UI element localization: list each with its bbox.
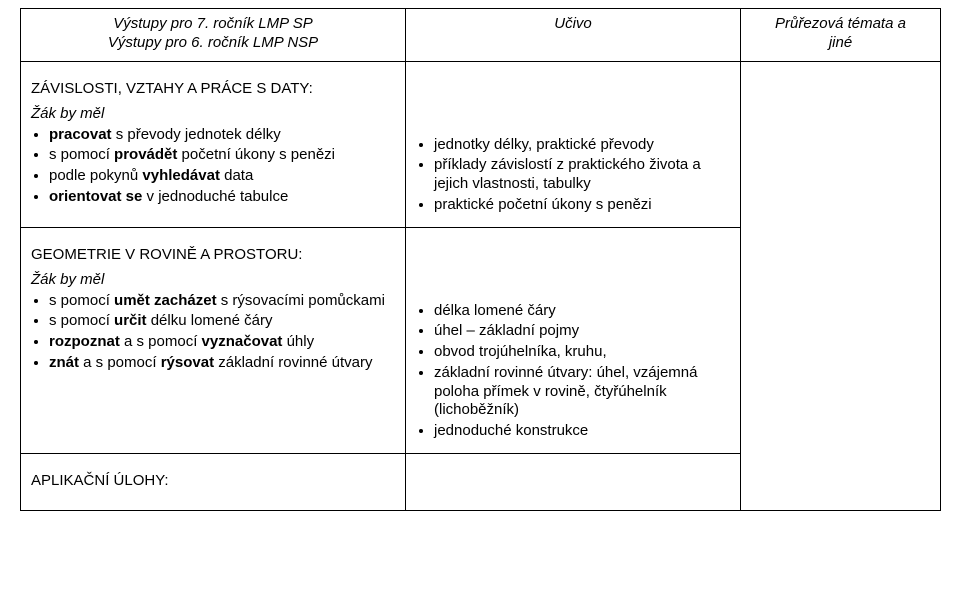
list-item: s pomocí provádět početní úkony s penězi	[49, 146, 395, 165]
student-label: Žák by měl	[31, 105, 395, 122]
list-item: znát a s pomocí rýsovat základní rovinné…	[49, 354, 395, 373]
header-outputs-line1: Výstupy pro 7. ročník LMP SP	[31, 15, 395, 34]
row1-left-cell: ZÁVISLOSTI, VZTAHY A PRÁCE S DATY: Žák b…	[21, 61, 406, 227]
list-item: délka lomené čáry	[434, 302, 730, 321]
row1-left-list: pracovat s převody jednotek délky s pomo…	[49, 126, 395, 207]
list-item: s pomocí umět zacházet s rýsovacími pomů…	[49, 292, 395, 311]
row1-mid-list: jednotky délky, praktické převody příkla…	[434, 136, 730, 215]
row2-mid-cell: délka lomené čáry úhel – základní pojmy …	[406, 227, 741, 453]
list-item: jednoduché konstrukce	[434, 422, 730, 441]
list-item: s pomocí určit délku lomené čáry	[49, 312, 395, 331]
list-item: pracovat s převody jednotek délky	[49, 126, 395, 145]
section-title-dependencies: ZÁVISLOSTI, VZTAHY A PRÁCE S DATY:	[31, 80, 395, 97]
list-item: základní rovinné útvary: úhel, vzájemná …	[434, 364, 730, 420]
themes-cell	[741, 61, 941, 510]
header-col-outputs: Výstupy pro 7. ročník LMP SP Výstupy pro…	[21, 9, 406, 62]
list-item: obvod trojúhelníka, kruhu,	[434, 343, 730, 362]
list-item: příklady závislostí z praktického života…	[434, 156, 730, 194]
curriculum-table: Výstupy pro 7. ročník LMP SP Výstupy pro…	[20, 8, 941, 511]
row1-mid-cell: jednotky délky, praktické převody příkla…	[406, 61, 741, 227]
header-col-themes: Průřezová témata a jiné	[741, 9, 941, 62]
header-themes-line1: Průřezová témata a	[751, 15, 930, 34]
header-ucivo: Učivo	[416, 15, 730, 34]
row2-left-cell: GEOMETRIE V ROVINĚ A PROSTORU: Žák by mě…	[21, 227, 406, 453]
list-item: orientovat se v jednoduché tabulce	[49, 188, 395, 207]
list-item: rozpoznat a s pomocí vyznačovat úhly	[49, 333, 395, 352]
list-item: úhel – základní pojmy	[434, 322, 730, 341]
row3-mid-cell	[406, 453, 741, 510]
header-col-ucivo: Učivo	[406, 9, 741, 62]
section-title-applications: APLIKAČNÍ ÚLOHY:	[31, 472, 395, 489]
section-title-geometry: GEOMETRIE V ROVINĚ A PROSTORU:	[31, 246, 395, 263]
row3-left-cell: APLIKAČNÍ ÚLOHY:	[21, 453, 406, 510]
list-item: praktické početní úkony s penězi	[434, 196, 730, 215]
row2-left-list: s pomocí umět zacházet s rýsovacími pomů…	[49, 292, 395, 373]
table-header-row: Výstupy pro 7. ročník LMP SP Výstupy pro…	[21, 9, 941, 62]
list-item: podle pokynů vyhledávat data	[49, 167, 395, 186]
header-outputs-line2: Výstupy pro 6. ročník LMP NSP	[31, 34, 395, 53]
student-label: Žák by měl	[31, 271, 395, 288]
row2-mid-list: délka lomené čáry úhel – základní pojmy …	[434, 302, 730, 441]
list-item: jednotky délky, praktické převody	[434, 136, 730, 155]
header-themes-line2: jiné	[751, 34, 930, 53]
table-row: ZÁVISLOSTI, VZTAHY A PRÁCE S DATY: Žák b…	[21, 61, 941, 227]
